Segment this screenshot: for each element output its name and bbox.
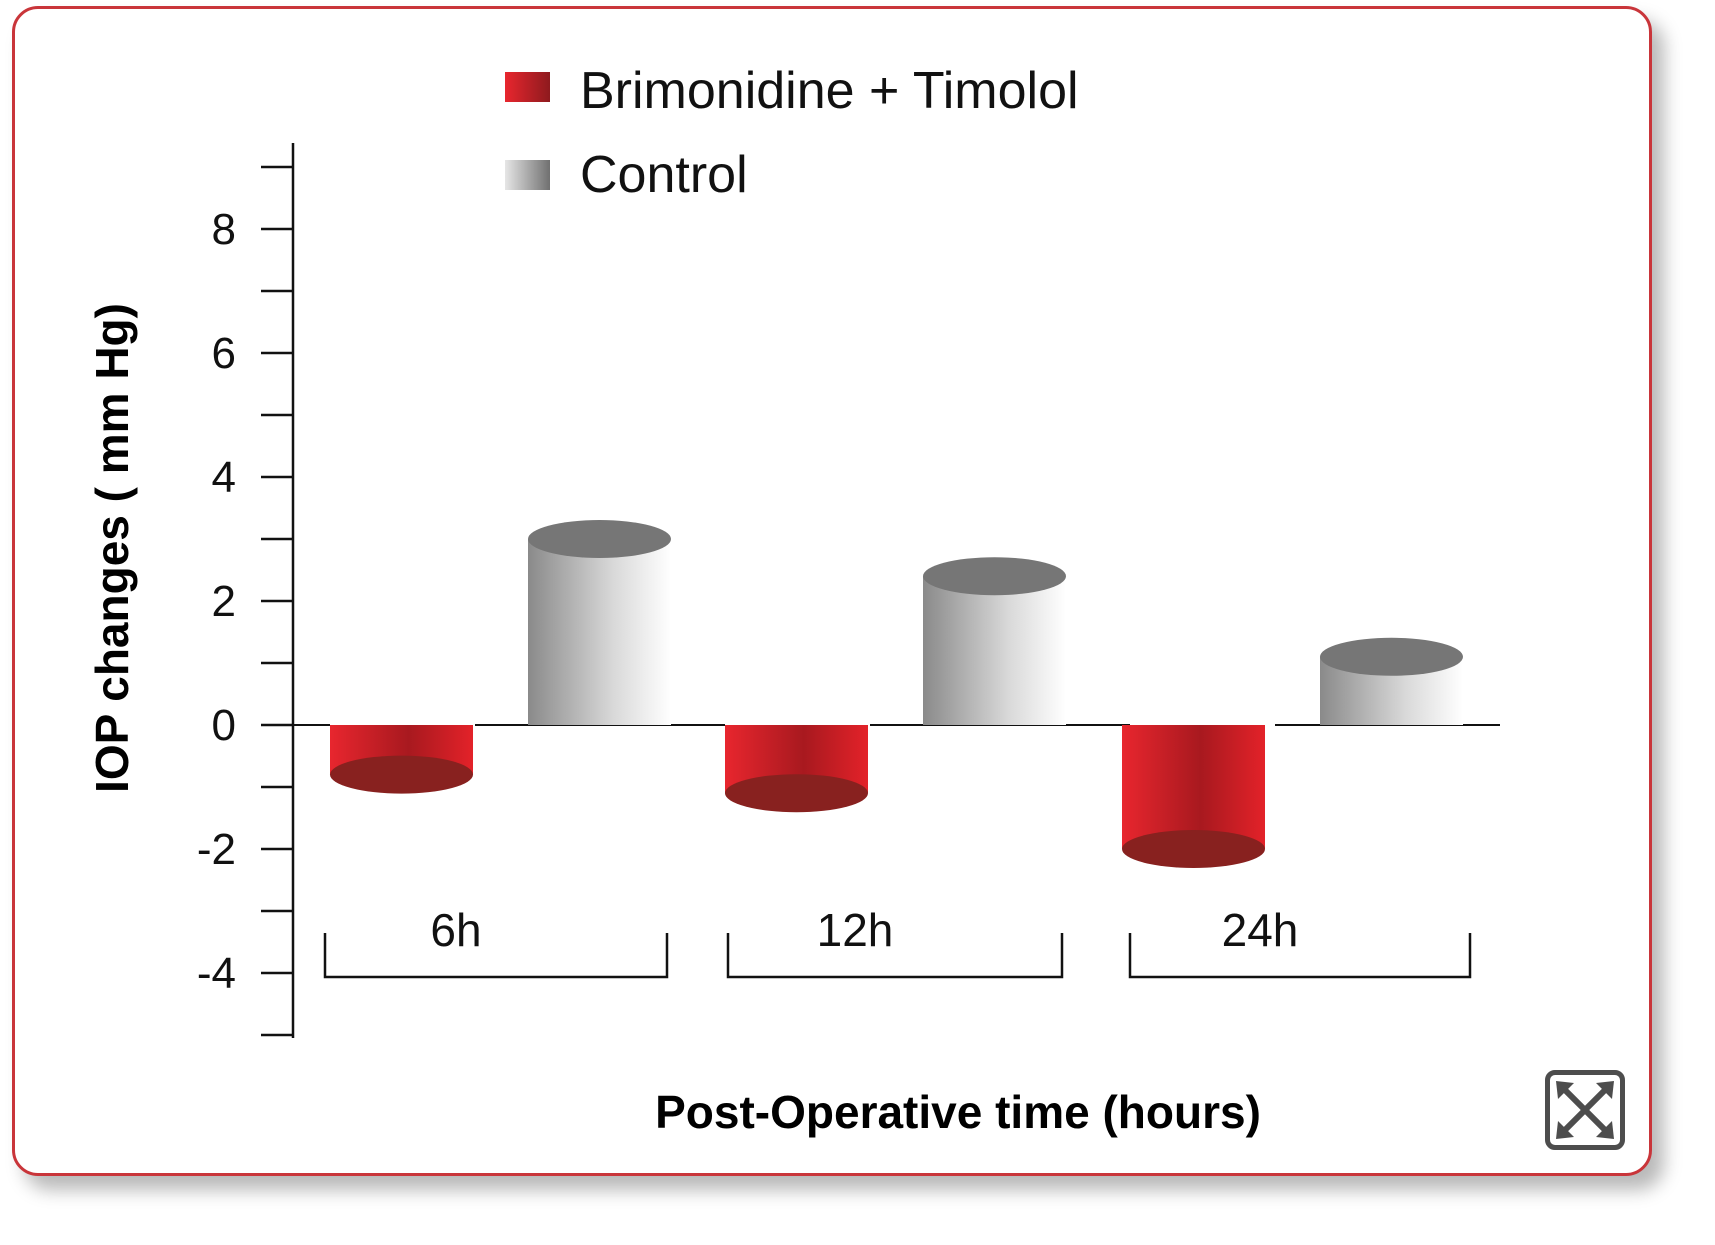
legend-swatch-series-1 (505, 72, 550, 102)
x-categories: 6h 12h 24h (323, 904, 1472, 979)
bar-body (923, 576, 1066, 725)
bar-body (528, 539, 671, 725)
y-tick-label: 4 (212, 453, 236, 502)
legend-label-series-2: Control (580, 146, 748, 204)
bar-cap (725, 774, 868, 813)
legend-swatch-series-2 (505, 160, 550, 190)
expand-icon (1556, 1081, 1614, 1139)
bar-24h-series-1 (1122, 725, 1265, 868)
bar-cap (330, 755, 473, 794)
bar-24h-series-2 (1320, 637, 1463, 725)
bar-cap (528, 520, 671, 558)
y-tick-label: -4 (197, 949, 236, 998)
expand-button[interactable] (1545, 1070, 1625, 1150)
y-tick-label: -2 (197, 825, 236, 874)
category-bracket (323, 933, 669, 979)
x-tick-label: 6h (430, 904, 481, 956)
bar-12h-series-1 (725, 725, 868, 813)
y-axis: 8 6 4 2 0 -2 -4 (197, 143, 295, 1038)
legend: Brimonidine + Timolol Control (505, 62, 1079, 204)
bars (330, 520, 1463, 868)
bar-6h-series-2 (528, 520, 671, 725)
x-tick-label: 24h (1222, 904, 1299, 956)
y-tick-label: 2 (212, 577, 236, 626)
bar-6h-series-1 (330, 725, 473, 794)
x-tick-label: 12h (817, 904, 894, 956)
y-tick-label: 8 (212, 205, 236, 254)
category-bracket (1128, 933, 1472, 979)
bar-12h-series-2 (923, 557, 1066, 725)
y-tick-label: 0 (212, 701, 236, 750)
chart-card (12, 6, 1652, 1176)
legend-label-series-1: Brimonidine + Timolol (580, 62, 1079, 120)
bar-cap (1122, 830, 1265, 868)
category-bracket (726, 933, 1064, 979)
y-axis-title: IOP changes ( mm Hg) (86, 303, 138, 793)
bar-cap (1320, 637, 1463, 676)
bar-cap (923, 557, 1066, 596)
x-axis-title: Post-Operative time (hours) (655, 1086, 1261, 1138)
y-tick-label: 6 (212, 329, 236, 378)
bar-body (1122, 725, 1265, 849)
